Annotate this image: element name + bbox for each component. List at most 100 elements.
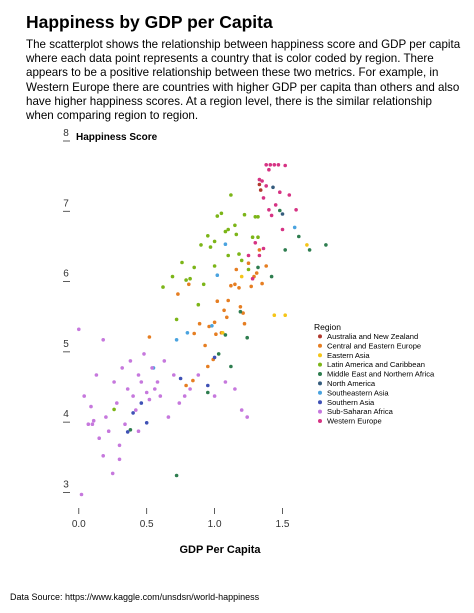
data-point [142, 352, 146, 356]
data-point [199, 243, 203, 247]
data-point [125, 387, 130, 391]
data-point [139, 380, 144, 384]
data-point [261, 246, 266, 251]
data-point [192, 265, 196, 270]
data-point [260, 281, 264, 286]
legend-marker [318, 400, 322, 405]
legend-marker [318, 353, 322, 358]
data-point [112, 380, 116, 384]
chart-title: Happiness by GDP per Capita [26, 12, 273, 32]
data-point [246, 261, 251, 266]
legend-marker [318, 381, 322, 386]
x-axis: 0.0 0.5 1.0 1.5 [72, 508, 290, 530]
data-point [197, 321, 202, 326]
data-points [77, 163, 328, 497]
data-point [272, 313, 277, 318]
data-point [226, 253, 230, 258]
y-tick-label: 8 [63, 128, 69, 139]
legend-marker [318, 334, 322, 339]
data-point [147, 335, 152, 339]
data-point [239, 408, 244, 412]
data-point [184, 383, 188, 388]
x-axis-label: GDP Per Capita [179, 544, 261, 556]
scatter-chart: 3 4 5 6 7 8 0.0 0.5 1.0 1.5 Happiness Score GDP … [63, 128, 435, 556]
data-point [206, 234, 210, 238]
data-point [292, 225, 297, 230]
data-point [233, 223, 237, 228]
data-point [110, 471, 115, 476]
legend-label: Sub-Saharan Africa [327, 407, 394, 416]
data-point [258, 188, 263, 192]
data-point [101, 338, 105, 342]
data-point [106, 429, 111, 434]
data-point [79, 492, 84, 497]
data-point [155, 380, 160, 384]
data-point [101, 454, 105, 458]
data-point [269, 213, 274, 218]
x-tick-label: 1.5 [276, 519, 290, 530]
data-point [187, 282, 191, 287]
data-point [188, 276, 192, 281]
data-point [212, 264, 217, 268]
data-point [253, 215, 258, 219]
data-point [283, 163, 288, 168]
data-point [172, 373, 176, 377]
data-point [188, 387, 192, 391]
data-point [250, 235, 255, 239]
data-point [254, 271, 259, 275]
data-point [120, 366, 124, 370]
x-tick-label: 0.0 [72, 519, 86, 530]
data-point [89, 404, 93, 409]
data-point [97, 436, 101, 441]
data-point [91, 418, 96, 423]
data-point [192, 331, 196, 336]
data-point [297, 234, 301, 239]
data-point [324, 243, 328, 247]
data-point [280, 212, 285, 216]
data-point [226, 227, 230, 232]
data-point [153, 387, 157, 391]
data-point [104, 415, 108, 419]
data-point [174, 317, 179, 322]
data-point [162, 359, 167, 363]
legend-marker [318, 343, 322, 348]
y-tick-label: 6 [63, 269, 69, 280]
data-point [246, 267, 251, 272]
data-point [170, 274, 175, 279]
legend-label: Latin America and Caribbean [327, 360, 425, 369]
data-point [215, 299, 220, 304]
data-point [229, 364, 233, 369]
data-point [207, 324, 211, 329]
data-point [206, 390, 210, 395]
data-point [203, 343, 207, 348]
data-point [216, 352, 221, 356]
data-point [201, 282, 206, 287]
data-point [219, 211, 224, 216]
data-point [136, 429, 141, 434]
data-point [212, 355, 217, 360]
data-point [257, 248, 262, 252]
data-point [222, 308, 226, 313]
data-point [117, 443, 122, 448]
data-point [245, 335, 249, 340]
data-point [215, 214, 220, 218]
data-point [267, 208, 271, 212]
legend-label: Central and Eastern Europe [327, 341, 421, 350]
legend-title: Region [314, 322, 341, 332]
x-tick-label: 1.0 [208, 519, 222, 530]
data-point [131, 411, 135, 415]
data-point [234, 267, 239, 272]
data-point [82, 394, 86, 398]
data-point [94, 373, 99, 377]
data-point [206, 364, 210, 369]
data-point [223, 229, 228, 234]
data-point [184, 278, 188, 282]
data-point [112, 407, 116, 412]
y-tick-label: 7 [63, 198, 69, 209]
data-point [276, 163, 281, 167]
data-point [261, 196, 266, 200]
legend-marker [318, 409, 322, 414]
data-point [123, 422, 127, 427]
data-point [307, 248, 312, 252]
legend-marker [318, 372, 322, 376]
